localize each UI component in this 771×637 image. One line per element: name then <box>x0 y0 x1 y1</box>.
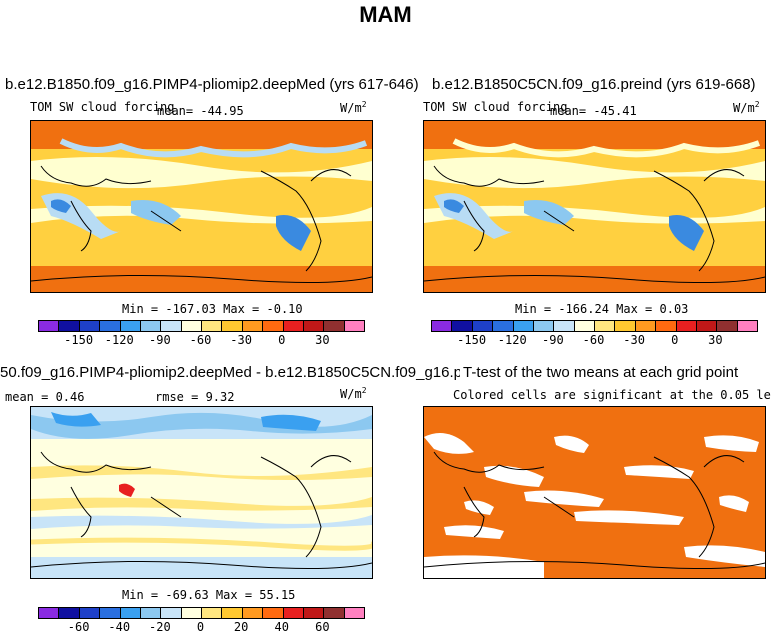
panel3-units: W/m2 <box>340 386 367 401</box>
panel1-minmax: Min = -167.03 Max = -0.10 <box>122 302 303 316</box>
colorbar-swatch <box>202 608 223 618</box>
colorbar-tick-label: -120 <box>497 333 527 347</box>
colorbar-swatch <box>39 608 60 618</box>
colorbar-swatch <box>242 608 264 618</box>
colorbar-swatch <box>79 608 101 618</box>
colorbar-swatch <box>595 321 616 331</box>
colorbar-swatch <box>181 608 202 618</box>
panel1-map <box>30 120 373 293</box>
colorbar-swatch <box>181 321 202 331</box>
colorbar-tick-label: 60 <box>315 620 330 634</box>
colorbar-swatch <box>161 608 182 618</box>
colorbar-swatch <box>120 321 141 331</box>
colorbar-swatch <box>120 608 141 618</box>
colorbar-swatch <box>324 608 345 618</box>
colorbar-swatch <box>222 321 243 331</box>
panel3-minmax: Min = -69.63 Max = 55.15 <box>122 588 296 602</box>
panel1-variable: TOM SW cloud forcing <box>30 100 175 114</box>
colorbar-swatch <box>140 608 162 618</box>
panel2-colorbar <box>431 320 758 332</box>
panel2-map <box>423 120 766 293</box>
colorbar-swatch <box>656 321 677 331</box>
colorbar-swatch <box>59 321 80 331</box>
panel2-units: W/m2 <box>733 100 760 115</box>
panel3-map-svg <box>31 407 372 578</box>
colorbar-swatch <box>222 608 243 618</box>
colorbar-tick-label: -60 <box>189 333 212 347</box>
panel2-map-svg <box>424 121 765 292</box>
colorbar-swatch <box>452 321 473 331</box>
colorbar-swatch <box>717 321 738 331</box>
colorbar-tick-label: 40 <box>274 620 289 634</box>
colorbar-tick-label: -90 <box>149 333 171 347</box>
panel3-colorbar <box>38 607 365 619</box>
panel4-map-svg <box>424 407 765 578</box>
panel3-title: 50.f09_g16.PIMP4-pliomip2.deepMed - b.e1… <box>0 364 460 381</box>
colorbar-swatch <box>432 321 453 331</box>
panel4-map <box>423 406 766 579</box>
colorbar-swatch <box>635 321 657 331</box>
colorbar-swatch <box>513 321 534 331</box>
colorbar-swatch <box>615 321 636 331</box>
colorbar-tick-label: -60 <box>582 333 605 347</box>
panel4-title: T-test of the two means at each grid poi… <box>463 364 739 381</box>
colorbar-swatch <box>283 608 304 618</box>
colorbar-swatch <box>324 321 345 331</box>
colorbar-swatch <box>79 321 101 331</box>
colorbar-tick-label: 30 <box>315 333 330 347</box>
colorbar-swatch <box>344 321 364 331</box>
colorbar-tick-label: 0 <box>196 620 205 634</box>
colorbar-swatch <box>283 321 304 331</box>
panel1-title: b.e12.B1850.f09_g16.PIMP4-pliomip2.deepM… <box>5 76 419 93</box>
colorbar-tick-label: -30 <box>230 333 252 347</box>
colorbar-tick-label: -20 <box>149 620 171 634</box>
panel1-colorbar <box>38 320 365 332</box>
colorbar-swatch <box>59 608 80 618</box>
colorbar-swatch <box>263 608 284 618</box>
colorbar-tick-label: 0 <box>671 333 679 347</box>
panel3-map <box>30 406 373 579</box>
panel1-units: W/m2 <box>340 100 367 115</box>
colorbar-swatch <box>303 608 325 618</box>
colorbar-swatch <box>554 321 575 331</box>
colorbar-swatch <box>533 321 555 331</box>
colorbar-swatch <box>161 321 182 331</box>
colorbar-tick-label: 20 <box>233 620 249 634</box>
colorbar-swatch <box>472 321 494 331</box>
panel3-rmse: rmse = 9.32 <box>155 390 235 404</box>
panel2-mean: mean= -45.41 <box>550 104 637 118</box>
panel1-map-svg <box>31 121 372 292</box>
colorbar-tick-label: -90 <box>542 333 564 347</box>
panel2-title: b.e12.B1850C5CN.f09_g16.preind (yrs 619-… <box>432 76 756 93</box>
colorbar-swatch <box>344 608 364 618</box>
panel4-subtitle: Colored cells are significant at the 0.0… <box>453 388 771 402</box>
colorbar-swatch <box>202 321 223 331</box>
colorbar-swatch <box>100 608 121 618</box>
colorbar-tick-label: -60 <box>67 620 90 634</box>
colorbar-tick-label: -30 <box>623 333 645 347</box>
colorbar-tick-label: -40 <box>108 620 131 634</box>
colorbar-swatch <box>737 321 757 331</box>
colorbar-tick-label: -120 <box>104 333 134 347</box>
colorbar-swatch <box>100 321 121 331</box>
panel1-mean: mean= -44.95 <box>157 104 244 118</box>
colorbar-tick-label: 0 <box>278 333 286 347</box>
colorbar-swatch <box>696 321 718 331</box>
panel2-variable: TOM SW cloud forcing <box>423 100 568 114</box>
colorbar-tick-label: 30 <box>708 333 723 347</box>
figure-title: MAM <box>359 2 412 27</box>
colorbar-swatch <box>242 321 264 331</box>
panel3-mean: mean = 0.46 <box>5 390 85 404</box>
colorbar-swatch <box>140 321 162 331</box>
colorbar-tick-label: -150 <box>457 333 487 347</box>
colorbar-tick-label: -150 <box>64 333 94 347</box>
colorbar-swatch <box>493 321 514 331</box>
panel2-minmax: Min = -166.24 Max = 0.03 <box>515 302 689 316</box>
colorbar-swatch <box>676 321 697 331</box>
colorbar-swatch <box>39 321 60 331</box>
colorbar-swatch <box>263 321 284 331</box>
colorbar-swatch <box>574 321 595 331</box>
colorbar-swatch <box>303 321 325 331</box>
